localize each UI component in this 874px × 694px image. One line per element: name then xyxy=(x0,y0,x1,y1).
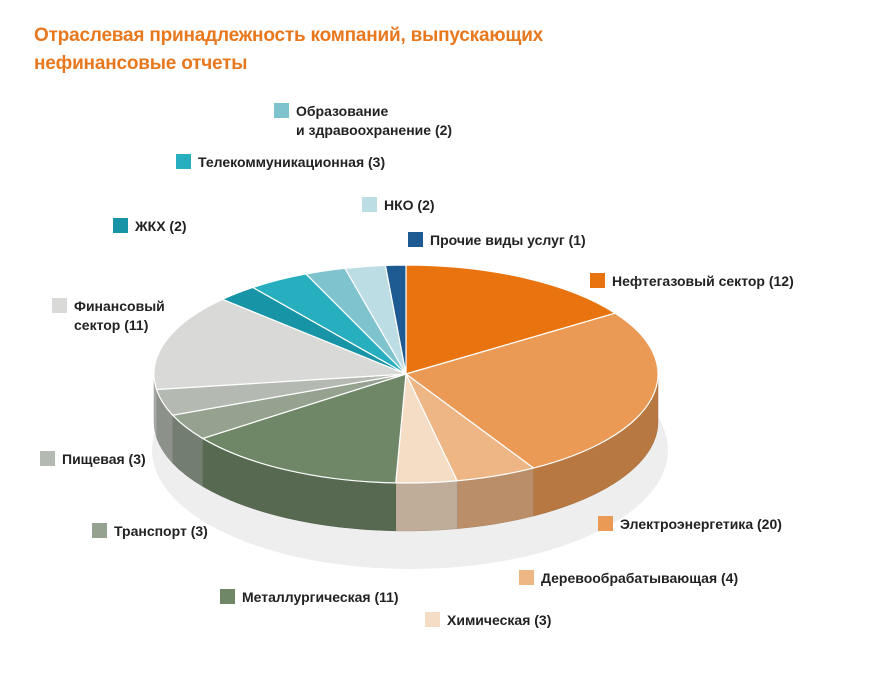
legend-swatch xyxy=(220,589,235,604)
legend-label: и здравоохранение (2) xyxy=(296,122,452,138)
legend-item: Металлургическая (11) xyxy=(220,589,399,605)
pie-slice xyxy=(405,264,617,375)
legend-label: Прочие виды услуг (1) xyxy=(430,232,586,248)
pie-slice xyxy=(384,264,407,375)
legend-item: НКО (2) xyxy=(362,197,435,213)
legend-item: Химическая (3) xyxy=(425,612,551,628)
legend-item: Пищевая (3) xyxy=(40,451,146,467)
legend-swatch xyxy=(598,516,613,531)
legend-swatch xyxy=(425,612,440,627)
legend-item: ЖКХ (2) xyxy=(113,218,187,234)
legend-label: сектор (11) xyxy=(74,317,148,333)
legend-swatch xyxy=(590,273,605,288)
legend-swatch xyxy=(176,154,191,169)
legend-label: Деревообрабатывающая (4) xyxy=(541,570,738,586)
legend-label: Пищевая (3) xyxy=(62,451,146,467)
legend-label: Электроэнергетика (20) xyxy=(620,516,782,532)
legend-label: ЖКХ (2) xyxy=(134,218,187,234)
legend-swatch xyxy=(274,103,289,118)
legend-swatch xyxy=(52,298,67,313)
legend-item: Образование и здравоохранение (2) xyxy=(274,103,452,138)
legend-label: Металлургическая (11) xyxy=(242,589,399,605)
legend-item: Прочие виды услуг (1) xyxy=(408,232,586,248)
legend-label: Финансовый xyxy=(74,298,165,314)
chart-title: Отраслевая принадлежность компаний, выпу… xyxy=(34,22,674,78)
legend-label: Транспорт (3) xyxy=(114,523,208,539)
legend-label: НКО (2) xyxy=(384,197,435,213)
legend-item: Телекоммуникационная (3) xyxy=(176,154,385,170)
legend-swatch xyxy=(362,197,377,212)
legend-swatch xyxy=(40,451,55,466)
pie-slice xyxy=(404,312,659,469)
legend-swatch xyxy=(408,232,423,247)
legend-item: Электроэнергетика (20) xyxy=(598,516,782,532)
legend-item: Деревообрабатывающая (4) xyxy=(519,570,738,586)
chart-title-line-2: нефинансовые отчеты xyxy=(34,53,248,74)
legend-item: Нефтегазовый сектор (12) xyxy=(590,273,794,289)
legend-label: Телекоммуникационная (3) xyxy=(198,154,385,170)
pie-slice-side xyxy=(395,480,458,532)
legend-label: Образование xyxy=(296,103,388,119)
legend-label: Химическая (3) xyxy=(447,612,551,628)
legend: Нефтегазовый сектор (12) Электроэнергетик… xyxy=(40,103,794,628)
legend-swatch xyxy=(113,218,128,233)
chart-title-line-1: Отраслевая принадлежность компаний, выпу… xyxy=(34,25,544,46)
legend-swatch xyxy=(519,570,534,585)
pie-slice xyxy=(201,373,407,484)
pie-layer xyxy=(152,264,668,569)
legend-swatch xyxy=(92,523,107,538)
pie-slice xyxy=(153,298,407,391)
legend-item: Финансовый сектор (11) xyxy=(52,298,165,333)
legend-item: Транспорт (3) xyxy=(92,523,208,539)
legend-label: Нефтегазовый сектор (12) xyxy=(612,273,794,289)
